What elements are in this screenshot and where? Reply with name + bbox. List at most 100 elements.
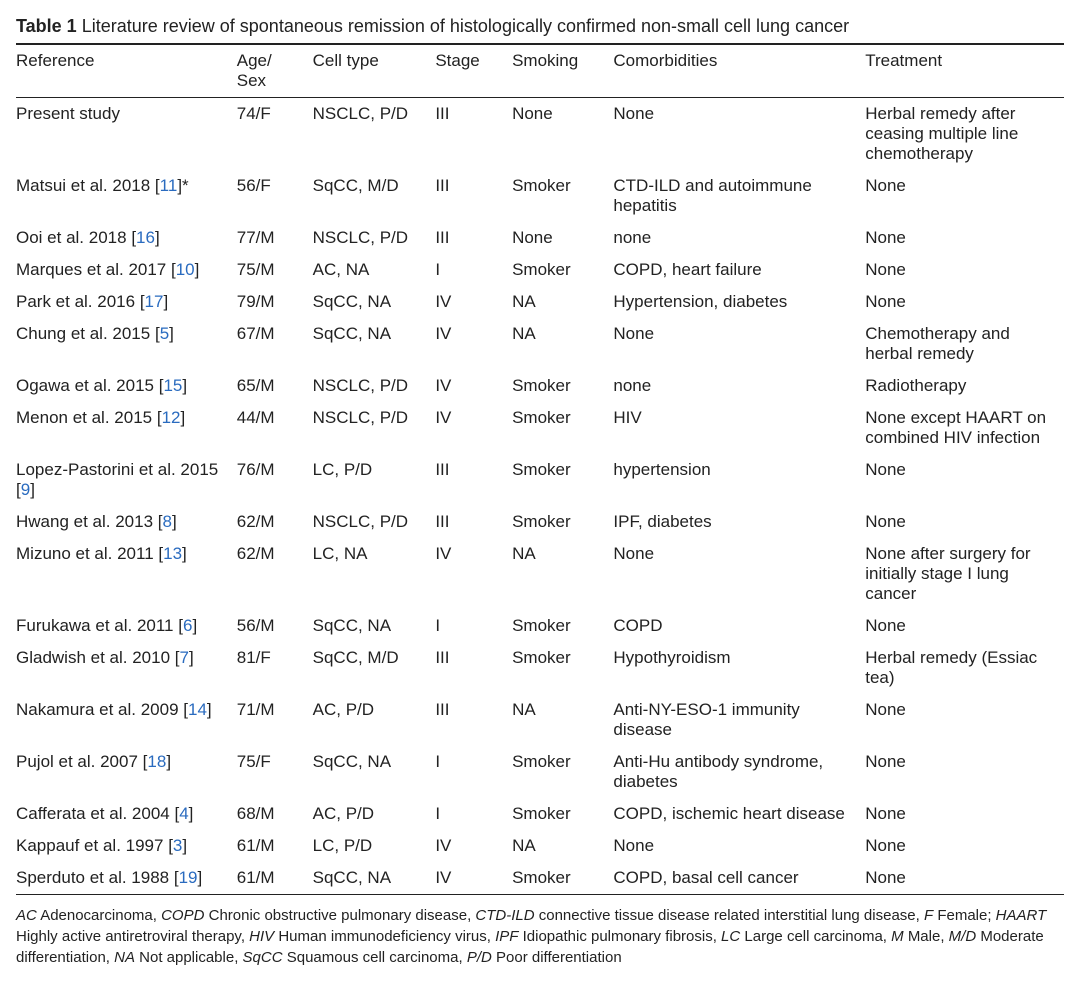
cell-comor: None [613, 98, 865, 171]
cell-smoke: NA [512, 318, 613, 370]
cell-reference: Ooi et al. 2018 [16] [16, 222, 237, 254]
reference-text: Mizuno et al. 2011 [16, 544, 158, 563]
cell-comor: Anti-Hu antibody syndrome, diabetes [613, 746, 865, 798]
cell-comor: None [613, 538, 865, 610]
cell-smoke: Smoker [512, 254, 613, 286]
cell-cell: SqCC, NA [313, 610, 436, 642]
cell-treat: None [865, 610, 1064, 642]
cell-comor: Hypothyroidism [613, 642, 865, 694]
cell-stage: IV [435, 370, 512, 402]
reference-link[interactable]: 7 [180, 648, 189, 667]
cell-stage: I [435, 254, 512, 286]
abbr-term: IPF [495, 928, 518, 945]
reference-link[interactable]: 13 [163, 544, 182, 563]
cell-stage: III [435, 222, 512, 254]
col-comorbidities: Comorbidities [613, 44, 865, 98]
cell-smoke: None [512, 222, 613, 254]
abbr-def: Poor differentiation [496, 949, 622, 966]
cell-age: 68/M [237, 798, 313, 830]
cell-treat: None [865, 286, 1064, 318]
cell-stage: III [435, 642, 512, 694]
reference-link[interactable]: 19 [179, 868, 198, 887]
cell-cell: SqCC, NA [313, 286, 436, 318]
cell-treat: None [865, 170, 1064, 222]
reference-link[interactable]: 16 [136, 228, 155, 247]
cell-age: 44/M [237, 402, 313, 454]
reference-link[interactable]: 5 [160, 324, 169, 343]
abbr-def: Adenocarcinoma, [40, 907, 161, 924]
cell-cell: NSCLC, P/D [313, 506, 436, 538]
cell-age: 74/F [237, 98, 313, 171]
cell-age: 56/M [237, 610, 313, 642]
cell-smoke: NA [512, 830, 613, 862]
abbr-term: LC [721, 928, 740, 945]
cell-reference: Chung et al. 2015 [5] [16, 318, 237, 370]
reference-text: Lopez-Pastorini et al. 2015 [16, 460, 218, 479]
abbr-def: Female; [937, 907, 995, 924]
cell-stage: IV [435, 830, 512, 862]
reference-link[interactable]: 14 [188, 700, 207, 719]
header-row: Reference Age/Sex Cell type Stage Smokin… [16, 44, 1064, 98]
reference-text: Furukawa et al. 2011 [16, 616, 178, 635]
abbr-term: P/D [467, 949, 492, 966]
abbr-def: Squamous cell carcinoma, [287, 949, 467, 966]
cell-age: 62/M [237, 506, 313, 538]
abbr-term: AC [16, 907, 37, 924]
cell-stage: III [435, 506, 512, 538]
cell-reference: Present study [16, 98, 237, 171]
abbr-term: HIV [249, 928, 274, 945]
reference-link[interactable]: 8 [163, 512, 172, 531]
reference-link[interactable]: 17 [145, 292, 164, 311]
abbr-def: Large cell carcinoma, [744, 928, 891, 945]
col-smoking: Smoking [512, 44, 613, 98]
cell-smoke: Smoker [512, 610, 613, 642]
cell-reference: Marques et al. 2017 [10] [16, 254, 237, 286]
cell-age: 61/M [237, 862, 313, 895]
cell-treat: None [865, 254, 1064, 286]
reference-link[interactable]: 10 [176, 260, 195, 279]
cell-reference: Matsui et al. 2018 [11]* [16, 170, 237, 222]
reference-text: Kappauf et al. 1997 [16, 836, 168, 855]
reference-link[interactable]: 3 [173, 836, 182, 855]
cell-reference: Ogawa et al. 2015 [15] [16, 370, 237, 402]
table-row: Cafferata et al. 2004 [4]68/MAC, P/DISmo… [16, 798, 1064, 830]
table-label: Table 1 [16, 16, 77, 36]
literature-table: Reference Age/Sex Cell type Stage Smokin… [16, 43, 1064, 895]
cell-treat: None [865, 454, 1064, 506]
reference-link[interactable]: 18 [147, 752, 166, 771]
table-row: Ogawa et al. 2015 [15]65/MNSCLC, P/DIVSm… [16, 370, 1064, 402]
cell-stage: III [435, 170, 512, 222]
cell-comor: COPD, heart failure [613, 254, 865, 286]
reference-link[interactable]: 9 [21, 480, 30, 499]
cell-smoke: Smoker [512, 506, 613, 538]
cell-comor: HIV [613, 402, 865, 454]
table-row: Pujol et al. 2007 [18]75/FSqCC, NAISmoke… [16, 746, 1064, 798]
cell-smoke: Smoker [512, 402, 613, 454]
table-row: Park et al. 2016 [17]79/MSqCC, NAIVNAHyp… [16, 286, 1064, 318]
cell-reference: Gladwish et al. 2010 [7] [16, 642, 237, 694]
cell-smoke: Smoker [512, 862, 613, 895]
abbr-def: Highly active antiretroviral therapy, [16, 928, 249, 945]
reference-link[interactable]: 4 [179, 804, 188, 823]
reference-text: Pujol et al. 2007 [16, 752, 143, 771]
reference-link[interactable]: 12 [162, 408, 181, 427]
cell-age: 62/M [237, 538, 313, 610]
cell-treat: Herbal remedy (Essiac tea) [865, 642, 1064, 694]
table-row: Lopez-Pastorini et al. 2015 [9]76/MLC, P… [16, 454, 1064, 506]
table-caption: Table 1 Literature review of spontaneous… [16, 16, 1064, 37]
cell-stage: IV [435, 318, 512, 370]
cell-cell: LC, NA [313, 538, 436, 610]
cell-age: 75/M [237, 254, 313, 286]
reference-link[interactable]: 6 [183, 616, 192, 635]
col-cell-type: Cell type [313, 44, 436, 98]
cell-age: 76/M [237, 454, 313, 506]
table-row: Menon et al. 2015 [12]44/MNSCLC, P/DIVSm… [16, 402, 1064, 454]
cell-cell: NSCLC, P/D [313, 98, 436, 171]
reference-link[interactable]: 11 [160, 176, 178, 195]
cell-age: 75/F [237, 746, 313, 798]
cell-reference: Sperduto et al. 1988 [19] [16, 862, 237, 895]
table-title: Literature review of spontaneous remissi… [82, 16, 849, 36]
reference-link[interactable]: 15 [163, 376, 182, 395]
reference-text: Sperduto et al. 1988 [16, 868, 174, 887]
cell-smoke: NA [512, 538, 613, 610]
